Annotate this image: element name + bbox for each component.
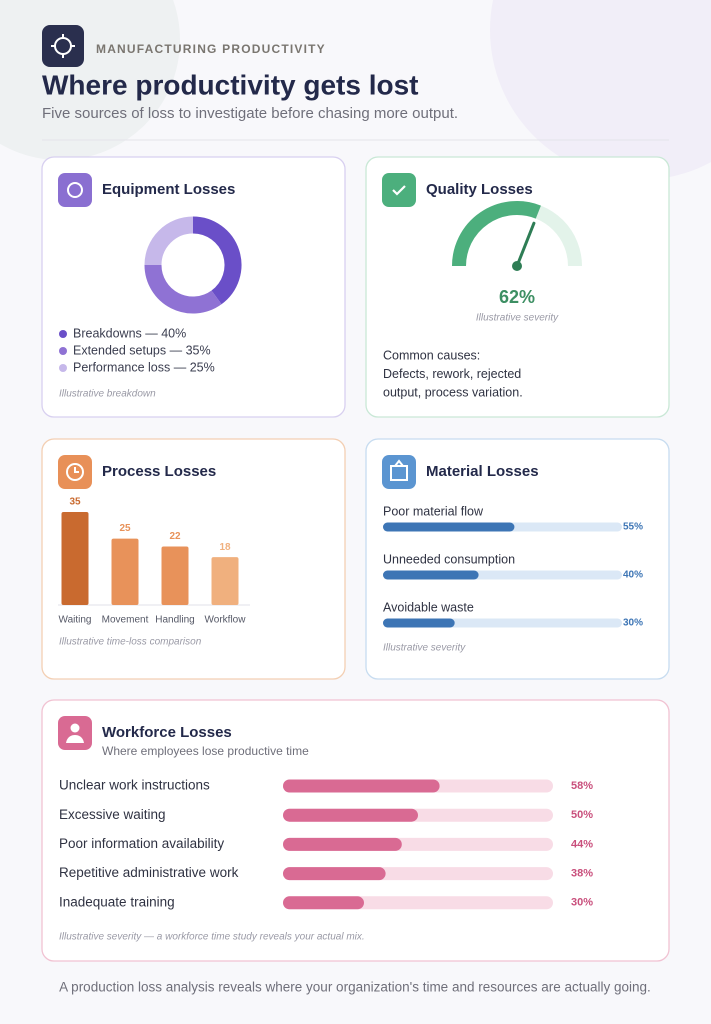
card-icon bbox=[70, 723, 80, 733]
legend-swatch bbox=[59, 364, 67, 372]
card-icon bbox=[74, 467, 79, 473]
card-icon bbox=[382, 173, 416, 207]
card bbox=[41, 699, 670, 962]
causes-text: Common causes: bbox=[383, 348, 480, 362]
legend-label: Breakdowns — 40% bbox=[73, 326, 186, 340]
bar-category: Waiting bbox=[59, 615, 92, 626]
donut-segment bbox=[144, 216, 194, 266]
causes-text: Defects, rework, rejected bbox=[383, 367, 521, 381]
bar bbox=[283, 837, 402, 851]
card-title: Workforce Losses bbox=[102, 724, 232, 741]
bar bbox=[61, 512, 89, 605]
card-title: Equipment Losses bbox=[102, 181, 235, 198]
note: Illustrative time-loss comparison bbox=[59, 637, 202, 648]
bar-label: Unclear work instructions bbox=[59, 778, 210, 793]
note: Illustrative severity — a workforce time… bbox=[59, 932, 365, 943]
bar-label: Poor information availability bbox=[59, 836, 224, 851]
page-title: Where productivity gets lost bbox=[42, 69, 419, 100]
logo bbox=[42, 25, 84, 67]
bar-category: Handling bbox=[155, 615, 194, 626]
causes-text: output, process variation. bbox=[383, 385, 523, 399]
card-icon bbox=[58, 716, 92, 750]
bar-value: 22 bbox=[169, 531, 181, 542]
bar-value: 40% bbox=[623, 570, 643, 581]
footer: A production loss analysis reveals where… bbox=[59, 980, 651, 995]
note: Illustrative severity bbox=[383, 643, 466, 654]
note: Illustrative breakdown bbox=[59, 389, 156, 400]
bar bbox=[383, 522, 515, 532]
bar-value: 18 bbox=[219, 542, 231, 553]
bar-value: 25 bbox=[119, 523, 131, 534]
legend-swatch bbox=[59, 330, 67, 338]
eyebrow: MANUFACTURING PRODUCTIVITY bbox=[96, 42, 326, 56]
card bbox=[41, 156, 346, 418]
bar-label: Excessive waiting bbox=[59, 807, 166, 822]
legend-label: Extended setups — 35% bbox=[73, 343, 211, 357]
bar bbox=[383, 618, 455, 628]
bar-value: 30% bbox=[571, 897, 593, 909]
bar-value: 55% bbox=[623, 522, 643, 533]
bar bbox=[283, 896, 364, 910]
bar-label: Repetitive administrative work bbox=[59, 865, 239, 880]
bar-value: 58% bbox=[571, 780, 593, 792]
bg-circle bbox=[490, 0, 711, 180]
logo-icon bbox=[51, 34, 75, 58]
card-icon bbox=[66, 735, 84, 743]
bar bbox=[283, 779, 440, 793]
card-icon bbox=[392, 185, 406, 196]
donut-segment bbox=[192, 216, 242, 305]
card-icon bbox=[58, 173, 92, 207]
donut-segment bbox=[144, 264, 222, 314]
card-title: Process Losses bbox=[102, 463, 216, 480]
card bbox=[365, 156, 670, 418]
bar-category: Movement bbox=[102, 615, 149, 626]
bar-value: 44% bbox=[571, 838, 593, 850]
bar bbox=[161, 546, 189, 605]
card-icon bbox=[390, 459, 408, 481]
bar-value: 50% bbox=[571, 809, 593, 821]
card-icon bbox=[67, 182, 83, 198]
bar-value: 38% bbox=[571, 868, 593, 880]
bar bbox=[111, 538, 139, 605]
bar-label: Poor material flow bbox=[383, 504, 484, 518]
bar bbox=[211, 557, 239, 605]
legend-label: Performance loss — 25% bbox=[73, 360, 215, 374]
legend-swatch bbox=[59, 347, 67, 355]
gauge-value: 62% bbox=[499, 287, 535, 307]
page-subtitle: Five sources of loss to investigate befo… bbox=[42, 105, 458, 122]
bar-value: 35 bbox=[69, 497, 81, 508]
bar bbox=[283, 867, 386, 881]
gauge-hub bbox=[512, 261, 522, 271]
card-subtitle: Where employees lose productive time bbox=[102, 744, 309, 758]
card-title: Material Losses bbox=[426, 463, 539, 480]
gauge-fill bbox=[452, 201, 541, 267]
bar-label: Avoidable waste bbox=[383, 600, 474, 614]
bar bbox=[283, 808, 418, 822]
bar bbox=[383, 570, 479, 580]
bar-label: Unneeded consumption bbox=[383, 552, 515, 566]
card-icon bbox=[66, 463, 84, 481]
note: Illustrative severity bbox=[476, 313, 559, 324]
card bbox=[41, 438, 346, 680]
bar-label: Inadequate training bbox=[59, 894, 175, 909]
gauge-needle bbox=[515, 221, 536, 268]
bar-value: 30% bbox=[623, 618, 643, 629]
card-title: Quality Losses bbox=[426, 181, 533, 198]
bar-category: Workflow bbox=[205, 615, 247, 626]
